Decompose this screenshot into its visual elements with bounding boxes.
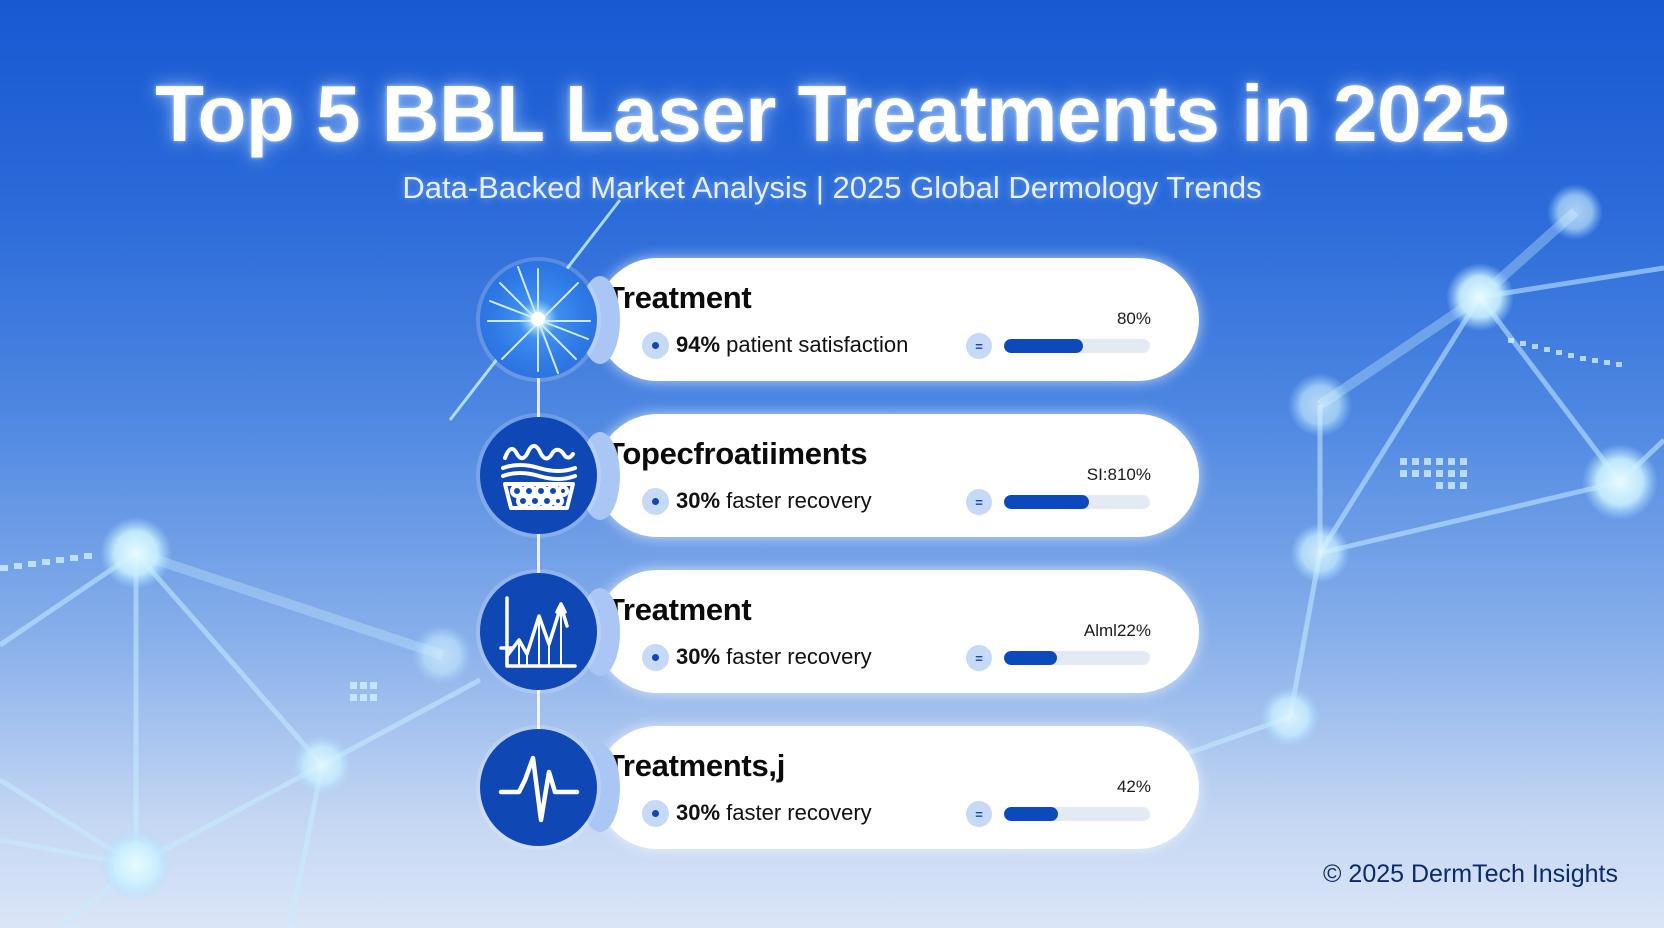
bar-label: Alml22%	[1083, 621, 1151, 640]
treatment-title: Treatment	[606, 592, 752, 627]
metric-value: 30%	[676, 644, 721, 669]
progress-fill	[1004, 339, 1083, 353]
heartbeat-icon	[480, 729, 597, 846]
bullet-dot-icon	[642, 488, 669, 515]
laser-flare-icon	[480, 261, 597, 378]
metric-value: 94%	[676, 332, 721, 357]
treatment-item: Topecfroatiiments 30% faster recovery = …	[480, 414, 1200, 537]
skin-layers-icon	[480, 417, 597, 534]
page-subtitle: Data-Backed Market Analysis | 2025 Globa…	[402, 170, 1262, 205]
treatment-card[interactable]	[596, 570, 1199, 693]
metric-text: 30% faster recovery	[676, 800, 872, 826]
metric-value: 30%	[676, 488, 721, 513]
bar-label: SI:810%	[1086, 465, 1151, 484]
bullet-dot-icon	[642, 332, 669, 359]
metric-label: faster recovery	[726, 644, 872, 669]
bullet-dot-icon	[642, 644, 669, 671]
equals-badge-icon: =	[966, 333, 992, 359]
treatment-card[interactable]	[596, 258, 1199, 381]
timeline-connector	[537, 370, 540, 750]
progress-bar	[1004, 807, 1150, 821]
equals-badge-icon: =	[966, 645, 992, 671]
treatment-card[interactable]	[596, 414, 1199, 537]
progress-bar	[1004, 339, 1150, 353]
treatment-card[interactable]	[596, 726, 1199, 849]
treatment-title: Treatments,j	[606, 748, 786, 783]
copyright-footer: © 2025 DermTech Insights	[1323, 860, 1618, 888]
metric-label: patient satisfaction	[726, 332, 909, 357]
metric-text: 30% faster recovery	[676, 644, 872, 670]
treatment-title: Treatment	[606, 280, 752, 315]
progress-fill	[1004, 807, 1059, 821]
page-title: Top 5 BBL Laser Treatments in 2025	[155, 69, 1509, 158]
progress-bar	[1004, 495, 1150, 509]
metric-label: faster recovery	[726, 800, 872, 825]
equals-badge-icon: =	[966, 489, 992, 515]
metric-value: 30%	[676, 800, 721, 825]
treatment-item: Treatment 30% faster recovery = Alml22%	[480, 570, 1200, 693]
progress-fill	[1004, 495, 1089, 509]
progress-bar	[1004, 651, 1150, 665]
bar-label: 42%	[1116, 777, 1151, 796]
treatment-item: Treatment 94% patient satisfaction = 80%	[480, 258, 1200, 381]
metric-text: 30% faster recovery	[676, 488, 872, 514]
line-chart-icon	[480, 573, 597, 690]
bar-label: 80%	[1116, 309, 1151, 328]
bullet-dot-icon	[642, 800, 669, 827]
metric-text: 94% patient satisfaction	[676, 332, 908, 358]
metric-label: faster recovery	[726, 488, 872, 513]
equals-badge-icon: =	[966, 801, 992, 827]
treatment-title: Topecfroatiiments	[606, 436, 868, 471]
treatment-item: Treatments,j 30% faster recovery = 42%	[480, 726, 1200, 849]
progress-fill	[1004, 651, 1057, 665]
